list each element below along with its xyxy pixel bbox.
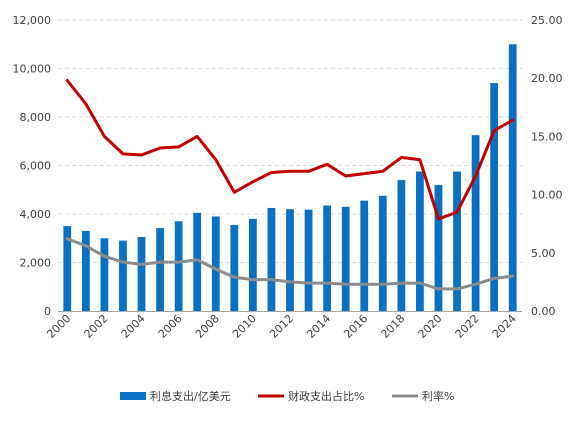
bar-interest-2003 — [119, 241, 127, 311]
line-fiscal-share — [67, 81, 512, 220]
bar-interest-2011 — [268, 208, 276, 311]
bar-series-interest — [63, 44, 516, 311]
bar-interest-2013 — [305, 210, 313, 311]
x-axis-tick-label: 2018 — [378, 312, 407, 341]
x-axis-tick-label: 2010 — [230, 312, 259, 341]
x-axis-tick-label: 2024 — [490, 312, 519, 341]
legend-label: 利息支出/亿美元 — [150, 389, 231, 403]
bar-interest-2010 — [249, 219, 257, 311]
bar-interest-2016 — [360, 201, 368, 311]
x-axis-tick-label: 2002 — [82, 312, 111, 341]
bar-interest-2015 — [342, 207, 350, 311]
bar-interest-2005 — [156, 228, 164, 311]
legend-label: 利率% — [422, 389, 454, 403]
x-axis-tick-label: 2004 — [119, 312, 148, 341]
legend-label: 财政支出占比% — [288, 389, 364, 403]
legend-item-fiscal-share: 财政支出占比% — [258, 389, 364, 403]
bar-interest-2019 — [416, 172, 424, 311]
x-axis-tick-label: 2022 — [453, 312, 482, 341]
x-axis-tick-label: 2006 — [156, 312, 185, 341]
legend: 利息支出/亿美元 财政支出占比% 利率% — [120, 389, 454, 403]
legend-item-interest-rate: 利率% — [392, 389, 454, 403]
left-axis-tick-label: 0 — [44, 305, 51, 318]
bar-interest-2006 — [175, 221, 183, 311]
left-axis-tick-label: 2,000 — [20, 257, 52, 270]
bar-interest-2018 — [397, 180, 405, 311]
x-axis-tick-label: 2008 — [193, 312, 222, 341]
bar-interest-2004 — [138, 237, 146, 311]
legend-item-interest: 利息支出/亿美元 — [120, 389, 231, 403]
bar-interest-2014 — [323, 206, 331, 311]
right-axis-tick-label: 25.00 — [531, 14, 563, 27]
bar-interest-2017 — [379, 196, 387, 311]
x-axis-tick-label: 2014 — [304, 312, 333, 341]
right-axis-tick-label: 10.00 — [531, 189, 563, 202]
x-axis-tick-label: 2012 — [267, 312, 296, 341]
bar-interest-2012 — [286, 209, 294, 311]
bar-interest-2024 — [509, 44, 517, 311]
left-axis-tick-label: 4,000 — [20, 208, 52, 221]
left-axis-tick-label: 8,000 — [20, 111, 52, 124]
right-axis-tick-label: 0.00 — [531, 305, 556, 318]
legend-swatch — [120, 392, 146, 400]
bar-interest-2002 — [101, 238, 109, 311]
left-axis-tick-label: 10,000 — [13, 63, 52, 76]
bar-interest-2001 — [82, 231, 90, 311]
bar-interest-2008 — [212, 216, 220, 311]
x-axis-tick-label: 2020 — [416, 312, 445, 341]
bar-interest-2009 — [230, 225, 238, 311]
bar-interest-2020 — [435, 185, 443, 311]
left-axis-tick-label: 12,000 — [13, 14, 52, 27]
right-axis-tick-label: 15.00 — [531, 130, 563, 143]
x-axis-tick-label: 2016 — [341, 312, 370, 341]
left-axis-tick-label: 6,000 — [20, 160, 52, 173]
right-axis-tick-label: 5.00 — [531, 247, 556, 260]
right-axis-tick-label: 20.00 — [531, 72, 563, 85]
